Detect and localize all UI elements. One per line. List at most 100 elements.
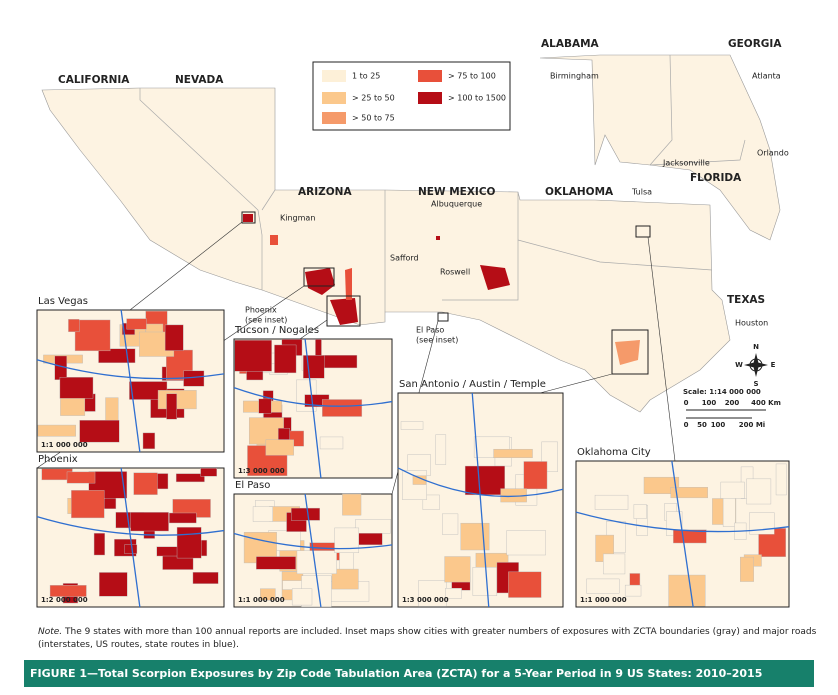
city-label: Roswell	[440, 268, 470, 277]
city-label: (see inset)	[416, 336, 458, 345]
scale-label: 0	[684, 421, 689, 429]
state-labels: CALIFORNIA NEVADA ARIZONA NEW MEXICO OKLAHOM…	[58, 38, 782, 306]
zcta-area	[444, 556, 471, 583]
inset-title: El Paso	[235, 480, 270, 491]
zcta-area	[49, 585, 87, 597]
state-label: CALIFORNIA	[58, 74, 130, 86]
state-label: NEW MEXICO	[418, 186, 496, 198]
zcta-area	[303, 355, 325, 379]
scale-label: 0	[684, 399, 689, 407]
zcta-area	[200, 468, 218, 477]
city-label: Birmingham	[550, 72, 599, 81]
zcta-area	[93, 533, 105, 556]
note: Note. The 9 states with more than 100 an…	[38, 626, 818, 652]
zcta-area	[668, 574, 706, 607]
city-label: Safford	[390, 254, 419, 263]
state-label: OKLAHOMA	[545, 186, 614, 198]
zcta-area	[720, 481, 745, 499]
southeast-states	[539, 54, 781, 241]
state-border	[649, 139, 746, 166]
zcta-area	[402, 470, 427, 500]
zcta-area	[624, 584, 642, 597]
scale-label: 200	[725, 399, 740, 407]
zcta-area	[319, 436, 344, 450]
city-label: Atlanta	[752, 72, 781, 81]
zcta-area	[74, 319, 111, 352]
city-label: Houston	[735, 319, 768, 328]
zcta-area	[472, 567, 498, 596]
zcta-area	[506, 530, 546, 556]
zcta-area	[775, 463, 787, 496]
city-label: Orlando	[757, 149, 789, 158]
scale-bar: 0 100 200 400 Km 0 50 100 200 Mi	[684, 399, 781, 429]
zcta-area	[192, 572, 219, 584]
state-border	[139, 88, 263, 290]
inset-title: Phoenix	[38, 454, 78, 465]
state-label: NEVADA	[175, 74, 224, 86]
legend: 1 to 25 > 25 to 50 > 50 to 75 > 75 to 100 > …	[322, 70, 506, 124]
legend-label: > 25 to 50	[352, 94, 395, 103]
zcta-area	[260, 588, 276, 601]
zcta-area	[331, 568, 359, 590]
zcta-area	[234, 339, 272, 372]
zcta-area	[586, 578, 620, 594]
legend-swatch	[322, 70, 346, 82]
zcta-area	[445, 588, 462, 599]
zcta-area	[464, 465, 506, 496]
zcta-area	[142, 432, 156, 450]
zcta-area	[79, 420, 120, 443]
legend-label: 1 to 25	[352, 72, 380, 81]
compass-label: W	[735, 361, 743, 369]
zcta-area	[418, 580, 447, 607]
zcta-area	[274, 344, 297, 374]
zcta-area	[460, 522, 490, 551]
city-label: Albuquerque	[431, 200, 482, 209]
zcta-area	[164, 324, 184, 351]
zcta-area	[291, 507, 320, 521]
insets: Las Vegas 1:1 000 000 Phoenix 1:2 000 000 Tu…	[36, 296, 790, 608]
zcta-area	[183, 370, 205, 387]
scale-label: 100	[702, 399, 717, 407]
zcta-area	[643, 476, 680, 495]
zcta-area	[176, 527, 202, 559]
zcta-area	[342, 493, 362, 516]
city-labels: Birmingham Atlanta Orlando Jacksonville Tuls…	[280, 72, 789, 328]
city-label: Tulsa	[631, 188, 652, 197]
zcta-area	[594, 494, 629, 510]
inset-title: Tucson / Nogales	[234, 325, 319, 336]
state-border	[261, 189, 276, 211]
legend-label: > 75 to 100	[448, 72, 496, 81]
zcta-area	[442, 513, 459, 535]
scale-label: 400 Km	[751, 399, 781, 407]
scale-label: 200 Mi	[739, 421, 765, 429]
city-label: Jacksonville	[662, 159, 710, 168]
map-figure: 1 to 25 > 25 to 50 > 50 to 75 > 75 to 100 > …	[36, 38, 790, 608]
zcta-area	[68, 319, 80, 333]
legend-swatch	[418, 92, 442, 104]
legend-swatch	[322, 92, 346, 104]
zcta-area	[296, 550, 337, 575]
state-border	[649, 54, 673, 166]
road	[233, 493, 393, 608]
zcta-area	[400, 421, 424, 430]
zcta-area	[98, 348, 136, 364]
zcta-area	[59, 377, 94, 399]
road	[36, 309, 225, 453]
legend-swatch	[418, 70, 442, 82]
zcta-area	[124, 544, 138, 554]
zcta-area	[60, 395, 86, 416]
note-label: Note.	[38, 627, 63, 637]
zcta-area	[435, 434, 447, 465]
zcta-area	[126, 318, 147, 330]
zcta-area	[746, 478, 772, 505]
zcta-area	[265, 439, 294, 456]
zcta-area	[166, 393, 177, 420]
zcta-area	[71, 490, 105, 519]
caption: FIGURE 1—Total Scorpion Exposures by Zip…	[24, 660, 814, 687]
road	[575, 460, 790, 608]
zcta-area	[355, 519, 391, 534]
city-label: El Paso	[416, 326, 444, 335]
compass-label: E	[771, 361, 776, 369]
zcta-area	[258, 398, 272, 414]
